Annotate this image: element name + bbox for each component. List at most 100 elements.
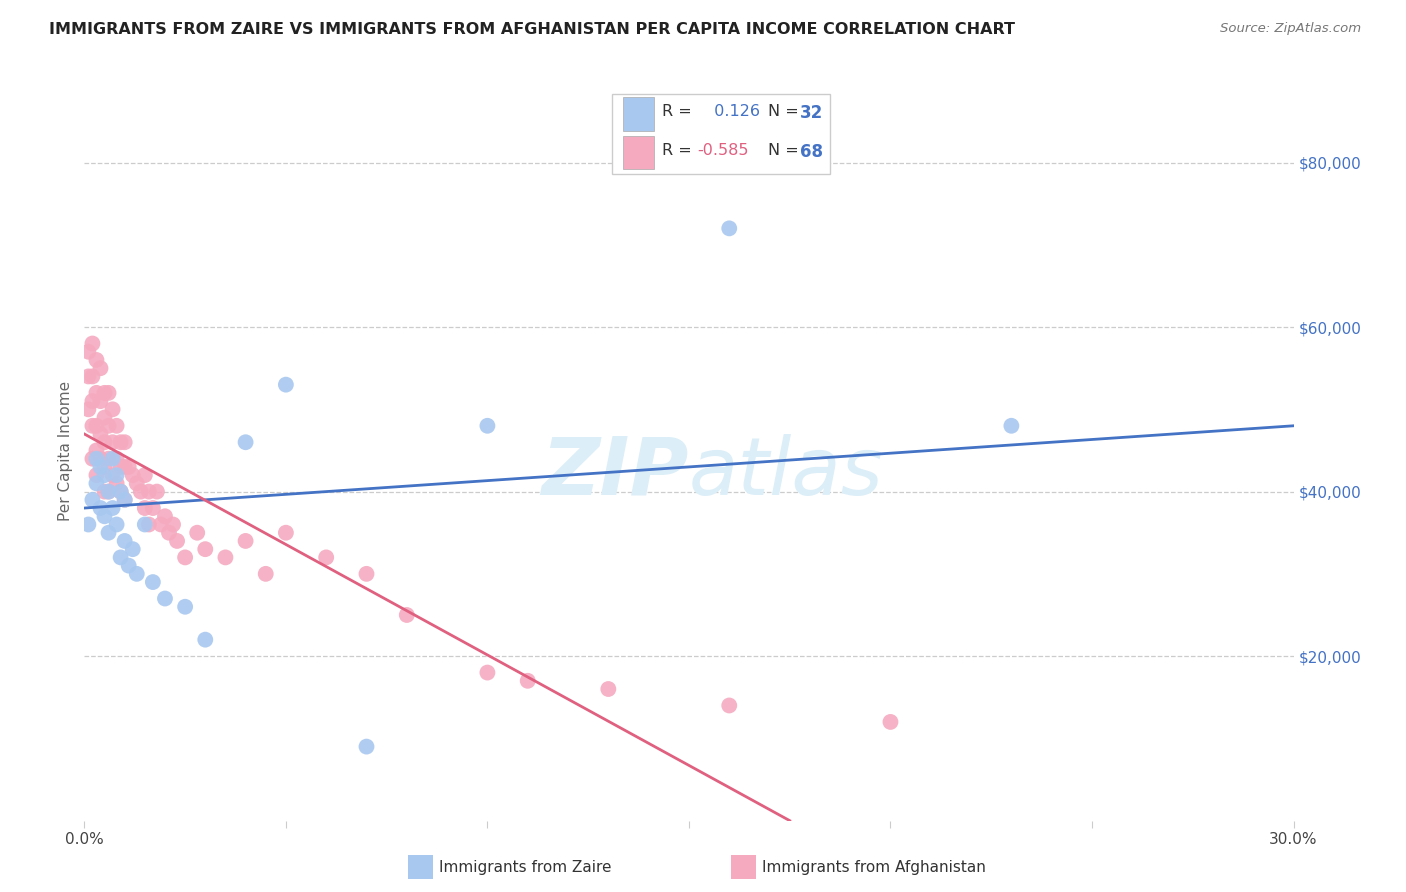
- Point: [89, 394, 111, 409]
- Point: [93, 385, 115, 400]
- Point: [97, 385, 120, 400]
- Point: [146, 484, 169, 499]
- Text: R =: R =: [662, 104, 692, 120]
- Point: [82, 492, 104, 507]
- Point: [101, 435, 124, 450]
- Point: [86, 443, 108, 458]
- Point: [134, 517, 156, 532]
- Point: [105, 476, 128, 491]
- Point: [105, 468, 128, 483]
- Text: Immigrants from Zaire: Immigrants from Zaire: [439, 860, 612, 874]
- Point: [86, 418, 108, 433]
- Text: Source: ZipAtlas.com: Source: ZipAtlas.com: [1220, 22, 1361, 36]
- Text: 68: 68: [800, 143, 823, 161]
- Point: [110, 459, 132, 474]
- Point: [82, 418, 104, 433]
- Point: [142, 501, 165, 516]
- Point: [77, 402, 100, 417]
- Point: [153, 591, 176, 606]
- Text: IMMIGRANTS FROM ZAIRE VS IMMIGRANTS FROM AFGHANISTAN PER CAPITA INCOME CORRELATI: IMMIGRANTS FROM ZAIRE VS IMMIGRANTS FROM…: [49, 22, 1015, 37]
- Point: [186, 525, 208, 540]
- Point: [114, 492, 136, 507]
- Point: [235, 533, 257, 548]
- Point: [174, 550, 197, 565]
- Point: [89, 501, 111, 516]
- Text: N =: N =: [768, 104, 799, 120]
- Point: [86, 385, 108, 400]
- Point: [110, 550, 132, 565]
- Point: [166, 533, 188, 548]
- Point: [101, 468, 124, 483]
- Point: [174, 599, 197, 614]
- Text: ZIP: ZIP: [541, 434, 689, 512]
- Point: [718, 698, 741, 713]
- Point: [118, 558, 141, 573]
- Point: [138, 517, 160, 532]
- Point: [89, 459, 111, 474]
- Point: [138, 484, 160, 499]
- Point: [114, 435, 136, 450]
- Point: [105, 451, 128, 466]
- Point: [477, 665, 499, 680]
- Point: [153, 509, 176, 524]
- Point: [114, 533, 136, 548]
- Text: R =: R =: [662, 143, 692, 158]
- Point: [142, 575, 165, 590]
- Point: [97, 451, 120, 466]
- Point: [86, 468, 108, 483]
- Point: [118, 459, 141, 474]
- Text: 32: 32: [800, 104, 824, 122]
- Point: [125, 566, 148, 581]
- Point: [274, 525, 297, 540]
- Point: [129, 484, 152, 499]
- Point: [86, 451, 108, 466]
- Point: [598, 681, 620, 696]
- Y-axis label: Per Capita Income: Per Capita Income: [58, 380, 73, 521]
- Point: [194, 542, 217, 557]
- Point: [114, 459, 136, 474]
- Point: [110, 435, 132, 450]
- Point: [97, 484, 120, 499]
- Point: [105, 517, 128, 532]
- Point: [97, 418, 120, 433]
- Point: [114, 492, 136, 507]
- Text: -0.585: -0.585: [697, 143, 749, 158]
- Point: [101, 402, 124, 417]
- Point: [194, 632, 217, 647]
- Point: [93, 459, 115, 474]
- Point: [315, 550, 337, 565]
- Point: [1000, 418, 1022, 433]
- Point: [718, 221, 741, 235]
- Point: [93, 484, 115, 499]
- Point: [97, 484, 120, 499]
- Point: [235, 435, 257, 450]
- Point: [93, 410, 115, 425]
- Point: [356, 739, 378, 754]
- Point: [89, 451, 111, 466]
- Point: [121, 542, 143, 557]
- Point: [89, 427, 111, 442]
- Point: [101, 451, 124, 466]
- Point: [121, 468, 143, 483]
- Point: [105, 418, 128, 433]
- Point: [86, 353, 108, 368]
- Point: [879, 714, 901, 729]
- Point: [110, 484, 132, 499]
- Point: [77, 517, 100, 532]
- Point: [77, 344, 100, 359]
- Point: [162, 517, 184, 532]
- Point: [93, 435, 115, 450]
- Point: [134, 501, 156, 516]
- Point: [254, 566, 277, 581]
- Point: [157, 525, 180, 540]
- Point: [125, 476, 148, 491]
- Point: [477, 418, 499, 433]
- Point: [82, 394, 104, 409]
- Point: [97, 525, 120, 540]
- Point: [82, 451, 104, 466]
- Point: [93, 468, 115, 483]
- Point: [110, 484, 132, 499]
- Text: atlas: atlas: [689, 434, 884, 512]
- Point: [101, 501, 124, 516]
- Point: [274, 377, 297, 392]
